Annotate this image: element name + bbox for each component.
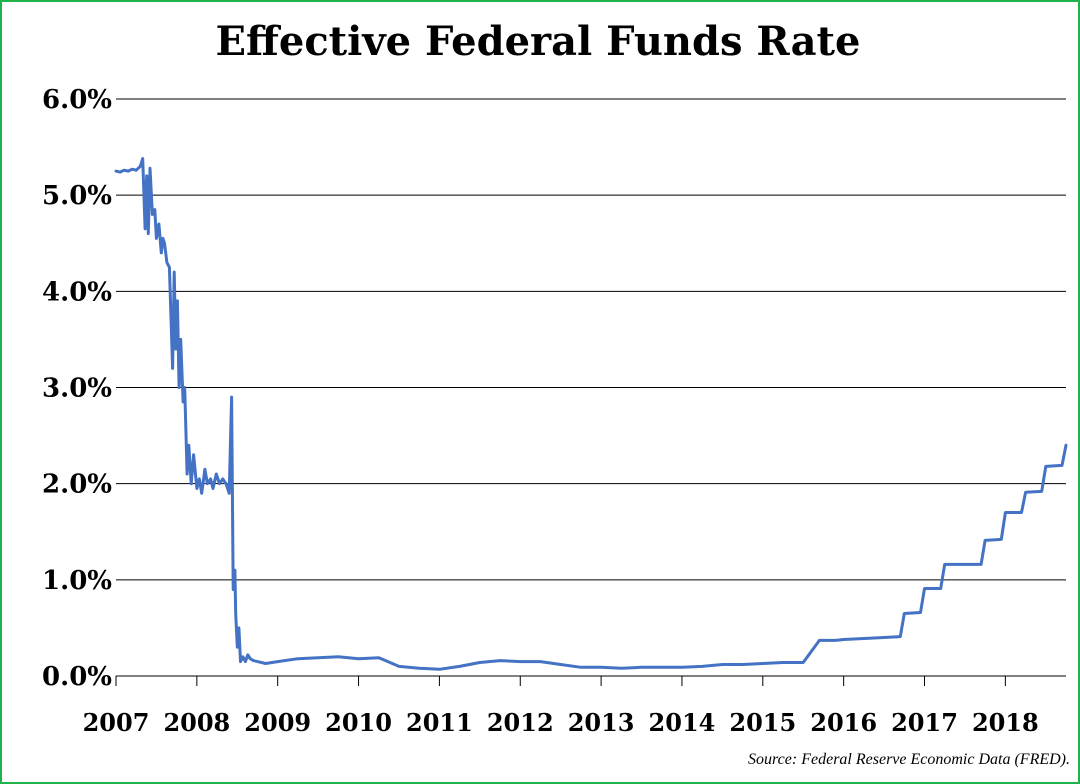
x-tick-label: 2007 [83,708,150,737]
x-tick-label: 2018 [972,708,1039,737]
y-axis-ticks: 0.0% 1.0% 2.0% 3.0% 4.0% 5.0% 6.0% [42,85,112,692]
x-tick-label: 2012 [487,708,554,737]
x-tick-label: 2010 [325,708,392,737]
y-tick-label: 1.0% [42,566,112,596]
x-tick-label: 2016 [810,708,877,737]
series-lines [114,157,1068,671]
x-tick-label: 2013 [568,708,635,737]
y-tick-label: 6.0% [42,85,112,115]
y-tick-label: 4.0% [42,277,112,307]
y-tick-label: 5.0% [42,181,112,211]
gridlines [116,98,1066,677]
y-tick-label: 3.0% [42,374,112,404]
series-line [114,157,1068,671]
x-axis: 2007 2008 2009 2010 2011 2012 2013 2014 2015 2016… [83,675,1066,737]
x-tick-label: 2009 [244,708,311,737]
y-tick-label: 0.0% [42,662,112,692]
chart-title: Effective Federal Funds Rate [215,18,861,65]
source-note: Source: Federal Reserve Economic Data (F… [748,751,1070,768]
x-tick-label: 2008 [163,708,230,737]
x-tick-label: 2011 [406,708,473,737]
y-tick-label: 2.0% [42,470,112,500]
x-tick-label: 2017 [891,708,958,737]
x-tick-label: 2015 [729,708,796,737]
x-tick-label: 2014 [649,708,716,737]
